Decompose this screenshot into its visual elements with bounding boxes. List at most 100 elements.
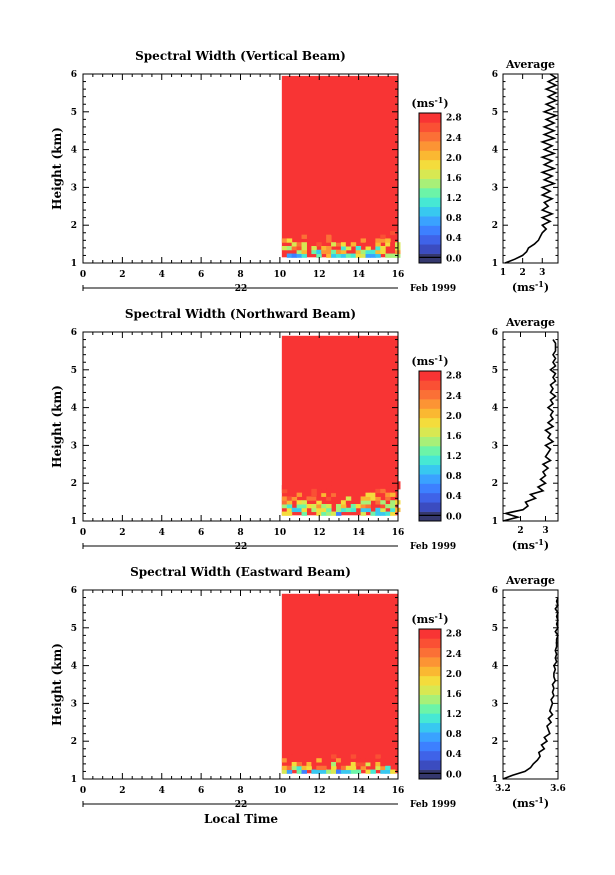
- heatmap-cell: [375, 511, 381, 516]
- heatmap-cell: [380, 500, 386, 505]
- heatmap-cell: [345, 481, 352, 486]
- heatmap-cell: [306, 485, 312, 490]
- heatmap-cell: [296, 485, 303, 490]
- profile-frame: [502, 589, 559, 780]
- profile-title: Average: [505, 316, 555, 329]
- y-tick-label: 4: [71, 662, 77, 672]
- heatmap-cell: [281, 758, 288, 763]
- heatmap-cell: [340, 249, 347, 255]
- profile-x-label-close: ): [544, 281, 549, 294]
- heatmap-cell: [375, 238, 381, 243]
- colorbar-swatch: [419, 647, 441, 658]
- colorbar-unit-base: (ms: [411, 613, 434, 626]
- heatmap-cell: [380, 245, 386, 251]
- colorbar-swatch: [419, 197, 441, 208]
- heatmap-cell: [370, 492, 376, 497]
- heatmap-cell: [331, 242, 337, 247]
- profile-line: [504, 73, 559, 264]
- heatmap-cell: [340, 242, 347, 247]
- heatmap-cell: [331, 761, 337, 767]
- heatmap-cell: [335, 761, 342, 767]
- heatmap-cell: [301, 769, 307, 774]
- heatmap-cell: [350, 242, 357, 247]
- heatmap-cell: [355, 253, 362, 258]
- heatmap-cell: [390, 503, 396, 509]
- heatmap-cell: [311, 507, 317, 513]
- x-tick-label: 2: [119, 786, 125, 796]
- heatmap-cell: [311, 769, 317, 774]
- heatmap-cell: [390, 253, 396, 258]
- x-tick-label: 10: [274, 786, 287, 796]
- profile-y-tick-label: 5: [492, 108, 498, 118]
- heatmap-cell: [375, 507, 381, 513]
- y-axis-label: Height (km): [50, 643, 64, 726]
- heatmap-cell: [331, 496, 337, 501]
- profile-x-label-close: ): [544, 539, 549, 552]
- x-tick-label: 2: [119, 270, 125, 280]
- heatmap-cell: [365, 496, 371, 501]
- colorbar-swatch: [419, 638, 441, 649]
- colorbar-tick-label: 2.8: [446, 114, 462, 124]
- heatmap-cell: [345, 496, 352, 501]
- heatmap-cell: [281, 245, 288, 251]
- heatmap-cell: [350, 769, 357, 774]
- heatmap-cell: [375, 492, 381, 497]
- heatmap-cell: [365, 253, 371, 258]
- profile-x-label: (ms-1): [512, 795, 549, 810]
- colorbar-unit: (ms-1): [411, 611, 448, 626]
- x-tick-label: 10: [274, 528, 287, 538]
- colorbar-unit-sup: -1: [434, 353, 443, 363]
- y-tick-label: 1: [71, 517, 77, 527]
- heatmap-cell: [375, 761, 381, 767]
- heatmap-cell: [340, 245, 347, 251]
- y-tick-label: 4: [71, 404, 77, 414]
- profile-y-tick-label: 6: [492, 328, 498, 338]
- colorbar-tick-label: 2.0: [446, 154, 462, 164]
- profile-x-label-sup: -1: [535, 795, 544, 805]
- heatmap-cell: [365, 769, 371, 774]
- heatmap-cell: [331, 769, 337, 774]
- heatmap-cell: [360, 758, 367, 763]
- heatmap-cell: [331, 754, 337, 759]
- heatmap-cell: [296, 253, 303, 258]
- y-tick-label: 1: [71, 259, 77, 269]
- colorbar-tick-label: 1.2: [446, 452, 462, 462]
- colorbar-tick-label: 0.0: [446, 770, 462, 780]
- colorbar-unit-base: (ms: [411, 355, 434, 368]
- heatmap-cell: [385, 496, 391, 501]
- heatmap-cell: [360, 511, 367, 516]
- profile-x-label-base: (ms: [512, 281, 535, 294]
- colorbar-tick-label: 2.8: [446, 630, 462, 640]
- heatmap-cell: [340, 769, 347, 774]
- heatmap-cell: [311, 496, 317, 501]
- heatmap-cell: [301, 242, 307, 247]
- x-tick-label: 4: [159, 786, 165, 796]
- x-tick-label: 8: [237, 528, 243, 538]
- x-tick-label: 14: [352, 786, 365, 796]
- heatmap-cell: [301, 234, 307, 239]
- heatmap-cell: [331, 249, 337, 255]
- heatmap-cell: [296, 765, 303, 771]
- colorbar-swatch: [419, 131, 441, 142]
- heatmap-cell: [365, 249, 371, 255]
- colorbar-tick-label: 2.8: [446, 372, 462, 382]
- colorbar-tick-label: 2.4: [446, 134, 462, 144]
- heatmap-cell: [350, 503, 357, 509]
- heatmap-cell: [360, 496, 367, 501]
- colorbar-frame: [418, 112, 442, 264]
- heatmap-cell: [321, 511, 327, 516]
- y-tick-label: 2: [71, 737, 77, 747]
- heatmap-cell: [311, 492, 317, 497]
- heatmap-cell: [286, 245, 293, 251]
- heatmap-cell: [316, 496, 322, 501]
- x-tick-label: 14: [352, 270, 365, 280]
- profile-x-label-sup: -1: [535, 537, 544, 547]
- heatmap-cell: [306, 761, 312, 767]
- heatmap-field: [281, 593, 398, 774]
- heatmap-cell: [321, 765, 327, 771]
- heatmap-cell: [316, 503, 322, 509]
- colorbar-swatch: [419, 417, 441, 428]
- heatmap-cell: [370, 496, 376, 501]
- x-tick-label: 0: [80, 270, 86, 280]
- heatmap-cell: [365, 758, 371, 763]
